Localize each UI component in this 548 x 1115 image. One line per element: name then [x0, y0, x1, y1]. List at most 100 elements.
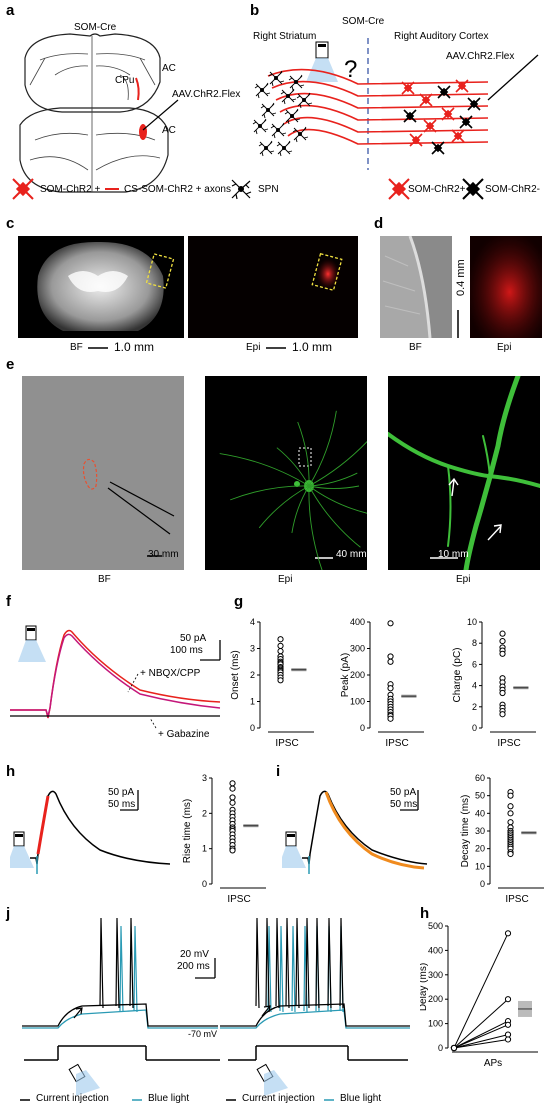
panel-label-d: d [374, 215, 384, 232]
blue-spike [279, 925, 284, 1013]
y-tick-label: 8 [472, 638, 477, 648]
d-bf-image [380, 236, 452, 338]
y-axis-label: Charge (pC) [452, 647, 463, 702]
question-mark: ? [344, 56, 358, 83]
y-tick-label: 100 [350, 697, 365, 707]
brain-section-diagram [19, 33, 179, 193]
blue-spike [119, 925, 124, 1013]
data-point [499, 689, 506, 697]
y-tick-label: 300 [350, 644, 365, 654]
y-tick-label: 400 [350, 617, 365, 627]
e-scale2: 40 mm [336, 549, 367, 560]
c-epi-label: Epi [246, 342, 261, 353]
spn-neuron [292, 126, 309, 143]
data-point [499, 637, 506, 645]
black-spike [265, 918, 270, 1009]
y-tick-label: 0 [202, 879, 207, 889]
data-point [504, 1036, 512, 1043]
e-epi2-label: Epi [456, 574, 471, 585]
panel-a-title: SOM-Cre [74, 22, 117, 33]
y-tick-label: 10 [475, 861, 485, 871]
j-scale-y: 20 mV [180, 949, 209, 960]
blue-light-trace [22, 1009, 218, 1029]
panel-label-a: a [6, 2, 15, 19]
dendrite [219, 453, 310, 487]
spn-neuron [260, 102, 277, 119]
axon-line [279, 104, 489, 121]
data-point [504, 1021, 512, 1028]
panel-b-right-title: Right Auditory Cortex [394, 31, 489, 42]
spn-neuron [288, 74, 305, 91]
som-chr2-pos-neuron [423, 119, 437, 133]
e-bf-image [22, 376, 184, 570]
som-chr2-pos-neuron [401, 81, 415, 95]
i-trace-plot [282, 790, 428, 874]
d-bf-label: BF [409, 342, 422, 353]
spn-neuron [280, 88, 297, 105]
dendrite [308, 485, 323, 570]
axon-line [287, 128, 489, 145]
series-line [453, 933, 509, 1049]
som-chr2-neg-neuron [403, 109, 417, 123]
series-line [453, 998, 509, 1049]
panel-label-i: i [276, 763, 281, 780]
data-point [507, 850, 514, 858]
data-point [499, 650, 506, 657]
d-epi-image [470, 236, 542, 338]
h2-delay-chart: 0 100 200 300 400 500 Delay (ms) APs [420, 921, 538, 1069]
y-tick-label: 1 [250, 697, 255, 707]
dendrite [308, 472, 358, 487]
data-point [507, 803, 514, 810]
series-line [453, 1034, 509, 1049]
data-point [229, 785, 236, 792]
y-tick-label: 200 [428, 994, 443, 1004]
label-virus-a: AAV.ChR2.Flex [172, 89, 241, 100]
current-injection-trace [220, 1003, 410, 1027]
data-point [387, 658, 394, 665]
y-tick-label: 0 [472, 723, 477, 733]
blue-spike [133, 925, 138, 1013]
current-injection-trace [22, 1003, 218, 1027]
y-tick-label: 300 [428, 970, 443, 980]
label-ac-top: AC [162, 63, 176, 74]
black-spike [99, 918, 104, 1009]
spn-neuron [270, 122, 287, 139]
data-point [229, 780, 236, 787]
data-point [229, 799, 236, 806]
y-tick-label: 500 [428, 921, 443, 931]
data-point [499, 711, 506, 718]
black-spike [255, 918, 260, 1009]
black-spike [327, 918, 332, 1009]
f-gabazine: + Gabazine [158, 729, 210, 740]
y-tick-label: 2 [202, 808, 207, 818]
e-epi1-image [205, 376, 367, 570]
y-axis-label: Peak (pA) [340, 653, 351, 697]
x-axis-label: APs [484, 1058, 502, 1069]
black-spike [339, 918, 344, 1009]
som-chr2-pos-neuron [409, 133, 423, 147]
light-source-icon [282, 831, 306, 868]
legend-pos: SOM-ChR2+ [408, 184, 466, 195]
e-bf-label: BF [98, 574, 111, 585]
j-legend-current-2: Current injection [242, 1093, 315, 1104]
j-legend-blue-1: Blue light [148, 1093, 190, 1104]
panel-b-left-title: Right Striatum [253, 31, 317, 42]
som-chr2-pos-icon [12, 178, 34, 200]
series-line [453, 1024, 509, 1049]
c-scale-bf: 1.0 mm [114, 340, 155, 354]
y-tick-label: 400 [428, 945, 443, 955]
spn-neuron [268, 70, 285, 87]
x-axis-label: IPSC [505, 894, 528, 905]
blue-spike [291, 925, 296, 1013]
f-trace-plot [10, 625, 221, 729]
dendrite [276, 447, 310, 487]
x-axis-label: IPSC [275, 738, 298, 749]
y-tick-label: 0 [360, 723, 365, 733]
panel-label-g: g [234, 593, 244, 610]
data-point [504, 930, 512, 937]
data-point [277, 648, 284, 655]
spn-neuron [284, 108, 301, 125]
spn-neuron [276, 140, 293, 157]
x-axis-label: IPSC [385, 738, 408, 749]
panel-label-h2: h [420, 905, 430, 922]
